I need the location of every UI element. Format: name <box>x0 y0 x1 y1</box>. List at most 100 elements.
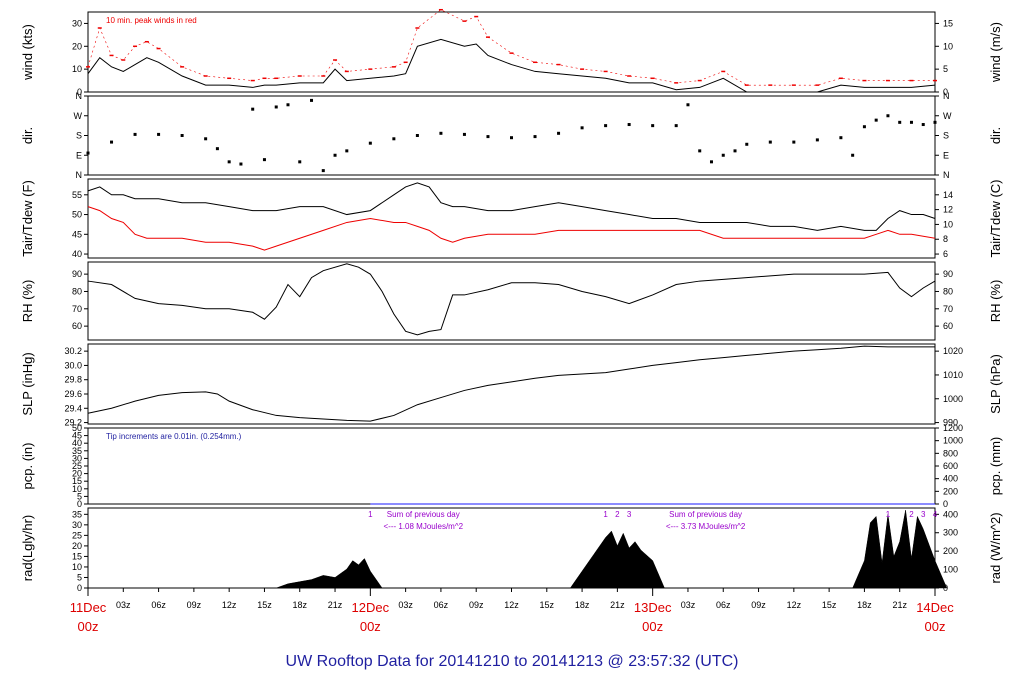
y-tick-label: 29.6 <box>64 389 82 399</box>
y-tick-label: 25 <box>72 530 82 540</box>
x-tick-label: 03z <box>116 600 131 610</box>
y-tick-label-right: 90 <box>943 269 953 279</box>
y-tick-label: 10 <box>72 484 82 494</box>
scatter-point <box>580 126 584 130</box>
panel-frame <box>87 178 936 259</box>
day-time-label: 00z <box>925 619 946 634</box>
scatter-point <box>745 142 749 146</box>
y-tick-label-right: 200 <box>943 486 958 496</box>
x-tick-label: 12z <box>504 600 519 610</box>
scatter-point <box>227 160 231 164</box>
y-tick-label: 29.4 <box>64 403 82 413</box>
day-label: 12Dec <box>352 600 390 615</box>
y-tick-label-right: 10 <box>943 219 953 229</box>
series-line-avg <box>87 38 936 93</box>
y-axis-label-right: dir. <box>988 127 1003 144</box>
scatter-point <box>709 160 713 164</box>
y-tick-label-right: 15 <box>943 18 953 28</box>
hour-marker-label: 2 <box>909 510 914 519</box>
y-tick-label-right: 80 <box>943 286 953 296</box>
y-tick-label-right: 400 <box>943 509 958 519</box>
y-axis-label: SLP (inHg) <box>20 352 35 415</box>
scatter-point <box>215 147 219 151</box>
scatter-point <box>839 136 843 140</box>
scatter-point <box>204 137 208 141</box>
scatter-point <box>439 131 443 135</box>
y-tick-label: 30.2 <box>64 346 82 356</box>
series-line-0 <box>87 263 936 336</box>
y-tick-label: 40 <box>72 438 82 448</box>
y-tick-label-right: N <box>943 91 950 101</box>
y-tick-label: 30 <box>72 520 82 530</box>
scatter-point <box>651 124 655 128</box>
x-tick-label: 03z <box>398 600 413 610</box>
x-tick-label: 18z <box>292 600 307 610</box>
y-tick-label: N <box>76 170 83 180</box>
x-tick-label: 12z <box>222 600 237 610</box>
scatter-point <box>368 141 372 145</box>
y-tick-label-right: 1020 <box>943 346 963 356</box>
y-tick-label-right: 8 <box>943 234 948 244</box>
y-tick-label: 45 <box>72 431 82 441</box>
y-tick-label-right: 0 <box>943 499 948 509</box>
y-tick-label: 50 <box>72 423 82 433</box>
day-time-label: 00z <box>360 619 381 634</box>
scatter-point <box>274 105 278 109</box>
scatter-point <box>874 118 878 122</box>
y-tick-label: 0 <box>77 583 82 593</box>
y-tick-label-right: 1000 <box>943 394 963 404</box>
y-axis-label: rad(Lgly/hr) <box>20 515 35 581</box>
x-tick-label: 18z <box>857 600 872 610</box>
y-tick-label: 45 <box>72 229 82 239</box>
scatter-point <box>510 136 513 140</box>
day-time-label: 00z <box>78 619 99 634</box>
scatter-point <box>604 124 608 128</box>
x-tick-label: 09z <box>469 600 484 610</box>
y-tick-label-right: 14 <box>943 190 953 200</box>
scatter-point <box>698 149 702 153</box>
hour-marker-label: 1 <box>886 510 891 519</box>
scatter-point <box>262 158 266 162</box>
y-tick-label-right: 600 <box>943 461 958 471</box>
scatter-point <box>345 149 349 153</box>
series-line-peak <box>87 9 935 86</box>
x-axis: 03z 06z 09z 12z 15z 18z 21z 03z 06z 09z 12z 15z 18z 2… <box>70 588 954 634</box>
scatter-point <box>721 153 725 157</box>
y-tick-label: 29.2 <box>64 418 82 428</box>
y-tick-label: 29.8 <box>64 375 82 385</box>
y-tick-label-right: 200 <box>943 546 958 556</box>
y-tick-label: 30 <box>72 18 82 28</box>
y-tick-label: 30 <box>72 453 82 463</box>
scatter-point <box>462 132 466 136</box>
panel-frame <box>87 261 936 341</box>
panel-0: wind (kts) wind (m/s) 0 10 20 30 0 5 10 15 10 min.… <box>20 8 1003 97</box>
scatter-point <box>157 132 161 136</box>
scatter-point <box>180 134 184 137</box>
panel-annotation: 10 min. peak winds in red <box>106 16 197 25</box>
y-tick-label: 35 <box>72 446 82 456</box>
y-tick-label-right: 12 <box>943 205 953 215</box>
y-tick-label: 20 <box>72 469 82 479</box>
scatter-point <box>486 135 490 139</box>
radiation-sum-value: <--- 3.73 MJoules/m^2 <box>666 522 746 531</box>
scatter-point <box>768 140 772 144</box>
x-tick-label: 18z <box>575 600 590 610</box>
scatter-point <box>686 103 690 107</box>
scatter-point <box>133 132 137 136</box>
y-axis-label-right: rad (W/m^2) <box>988 512 1003 583</box>
hour-marker-label: 3 <box>627 510 632 519</box>
panel-frame <box>87 11 936 93</box>
hour-marker-label: 1 <box>603 510 608 519</box>
radiation-sum-label: Sum of previous day <box>669 510 742 519</box>
y-tick-label-right: 1200 <box>943 423 963 433</box>
panel-2: Tair/Tdew (F) Tair/Tdew (C) 40 45 50 55 6 8 10 12… <box>20 178 1003 259</box>
scatter-point <box>886 114 890 118</box>
scatter-point <box>898 120 902 124</box>
panel-4: SLP (inHg) SLP (hPa) 29.2 29.4 29.6 29.8 30.0 3… <box>20 343 1003 428</box>
x-tick-label: 21z <box>892 600 907 610</box>
y-axis-label-right: Tair/Tdew (C) <box>988 179 1003 257</box>
y-tick-label: 15 <box>72 551 82 561</box>
scatter-point <box>909 120 913 124</box>
